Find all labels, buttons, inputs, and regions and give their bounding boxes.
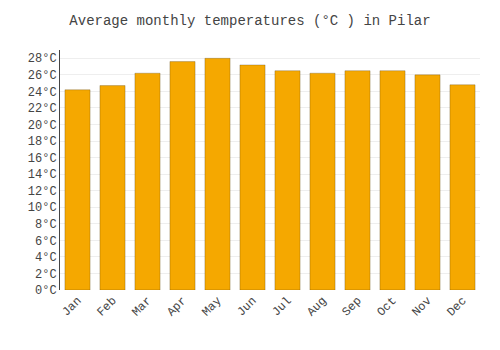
svg-text:2°C: 2°C: [35, 268, 57, 282]
svg-text:10°C: 10°C: [28, 201, 57, 215]
svg-text:6°C: 6°C: [35, 235, 57, 249]
svg-text:8°C: 8°C: [35, 218, 57, 232]
svg-text:Apr: Apr: [164, 294, 189, 319]
svg-text:Dec: Dec: [444, 294, 469, 319]
svg-text:14°C: 14°C: [28, 168, 57, 182]
svg-text:26°C: 26°C: [28, 69, 57, 83]
svg-text:18°C: 18°C: [28, 135, 57, 149]
svg-text:0°C: 0°C: [35, 284, 57, 298]
svg-text:24°C: 24°C: [28, 86, 57, 100]
svg-text:16°C: 16°C: [28, 152, 57, 166]
svg-text:20°C: 20°C: [28, 119, 57, 133]
svg-text:Oct: Oct: [374, 294, 399, 319]
svg-text:4°C: 4°C: [35, 251, 57, 265]
svg-text:Aug: Aug: [304, 294, 329, 319]
svg-text:May: May: [199, 294, 224, 319]
svg-text:28°C: 28°C: [28, 52, 57, 66]
svg-text:Jul: Jul: [269, 294, 294, 319]
svg-text:Feb: Feb: [94, 294, 119, 319]
svg-text:22°C: 22°C: [28, 102, 57, 116]
svg-text:Jun: Jun: [234, 294, 259, 319]
svg-text:Mar: Mar: [129, 294, 154, 319]
svg-text:12°C: 12°C: [28, 185, 57, 199]
svg-text:Sep: Sep: [339, 294, 364, 319]
svg-text:Jan: Jan: [59, 294, 84, 319]
svg-text:Average monthly temperatures (: Average monthly temperatures (°C ) in Pi…: [69, 13, 430, 29]
svg-text:Nov: Nov: [409, 294, 434, 319]
